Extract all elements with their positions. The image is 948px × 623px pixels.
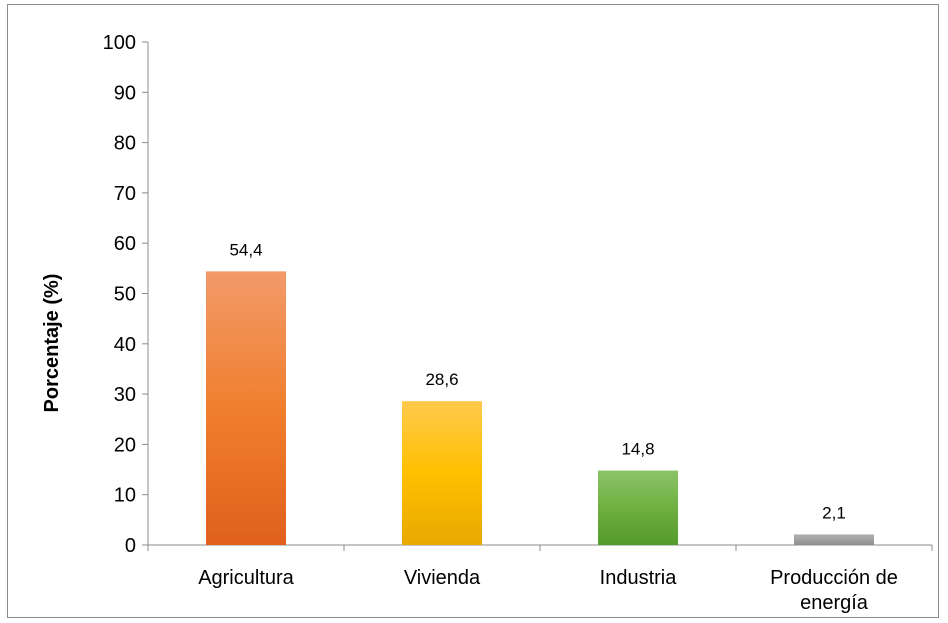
x-tick-label: Industria [600,567,678,589]
y-tick-label: 100 [103,32,136,54]
data-label: 54,4 [229,240,262,259]
y-tick-label: 30 [114,384,136,406]
bar [402,401,482,545]
y-tick-label: 0 [125,535,136,557]
y-tick-label: 50 [114,284,136,306]
bar [206,271,286,545]
data-label: 28,6 [425,370,458,389]
y-tick-label: 90 [114,82,136,104]
bar [794,534,874,545]
y-tick-label: 20 [114,434,136,456]
bar-chart: Porcentaje (%) 0 10 20 30 40 50 60 70 80 90 100 54,… [41,32,933,614]
x-tick-label: Producción de energía [770,567,898,614]
data-label: 14,8 [621,440,654,459]
y-tick-label: 60 [114,233,136,255]
x-tick-label: Vivienda [404,567,481,589]
y-tick-label: 40 [114,334,136,356]
y-axis-title: Porcentaje (%) [41,274,63,413]
x-tick-label: Agricultura [198,567,294,589]
y-tick-label: 80 [114,133,136,155]
data-label: 2,1 [822,503,846,522]
y-tick-label: 10 [114,485,136,507]
chart-frame: Porcentaje (%) 0 10 20 30 40 50 60 70 80 90 100 54,… [7,4,939,618]
bar [598,470,678,545]
y-tick-label: 70 [114,183,136,205]
